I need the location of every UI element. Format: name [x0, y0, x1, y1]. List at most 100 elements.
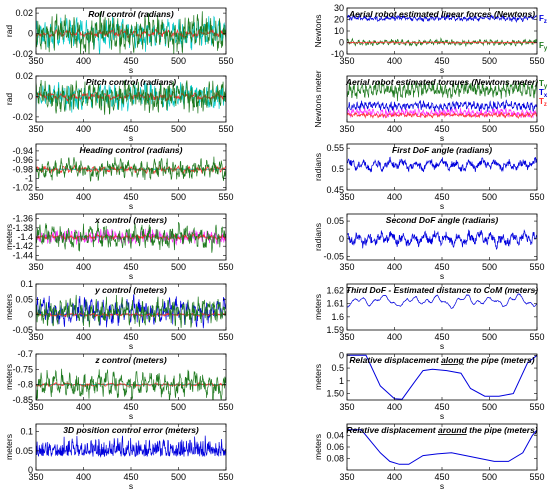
x-tick-label: 450	[434, 332, 449, 342]
series-line-0	[347, 13, 537, 24]
x-tick-label: 450	[434, 262, 449, 272]
x-tick-label: 450	[434, 472, 449, 482]
x-tick-label: 350	[28, 472, 43, 482]
x-tick-label: 500	[171, 262, 186, 272]
series-line-1	[347, 99, 537, 113]
series-line-0	[347, 293, 537, 309]
x-tick-label: 400	[387, 402, 402, 412]
x-tick-label: 500	[171, 402, 186, 412]
plot-area-dof1	[347, 156, 537, 173]
x-tick-label: 550	[218, 124, 233, 134]
y-tick-label: 0	[28, 29, 33, 39]
y-axis-label: Newtons	[313, 14, 323, 47]
x-tick-label: 500	[171, 332, 186, 342]
x-tick-label: 500	[171, 56, 186, 66]
x-tick-label: 350	[28, 192, 43, 202]
chart-torques: 350 400 450 500 550 Aerial robot estimated to…	[313, 70, 548, 143]
y-tick-label: -0.98	[12, 164, 33, 174]
x-tick-label: 500	[482, 192, 497, 202]
legend-entry: Fy	[539, 41, 548, 52]
y-axis-label: meters	[313, 294, 323, 320]
x-axis-label: s	[440, 341, 444, 351]
y-tick-label: 1.61	[326, 299, 344, 309]
y-tick-label: 0.08	[326, 454, 344, 464]
y-tick-label: -0.96	[12, 155, 33, 165]
series-line-2	[347, 107, 537, 119]
plot-area-z	[36, 368, 226, 400]
plot-area-dof3	[347, 293, 537, 309]
y-tick-label: -1.4	[17, 232, 33, 242]
y-tick-label: 0.04	[326, 431, 344, 441]
x-tick-label: 400	[387, 262, 402, 272]
chart-dof2: 350 400 450 500 550 -0.05 0 0.05 Second DoF angl…	[313, 213, 545, 281]
chart-title: x control (meters)	[94, 215, 167, 225]
x-axis-label: s	[129, 271, 133, 281]
x-tick-label: 450	[123, 262, 138, 272]
chart-x: 350 400 450 500 550 -1.44-1.42-1.4-1.38-1.36 x…	[4, 213, 234, 281]
y-axis-label: rad	[4, 25, 14, 38]
y-axis-label: rad	[4, 93, 14, 106]
y-tick-label: 1	[339, 376, 344, 386]
chart-title: Roll control (radians)	[88, 9, 174, 19]
y-axis-label: radians	[313, 153, 323, 181]
chart-title: Relative displacement along the pipe (me…	[349, 355, 534, 365]
chart-title: Third DoF - Estimated distance to CoM (m…	[346, 285, 538, 295]
y-tick-label: -0.05	[12, 325, 33, 335]
chart-roll: 350 400 450 500 550 -0.02 0 0.02 Roll control (r…	[4, 7, 234, 75]
x-tick-label: 350	[28, 56, 43, 66]
x-tick-label: 500	[482, 56, 497, 66]
y-tick-label: -0.02	[12, 112, 33, 122]
series-line-2	[36, 11, 226, 54]
y-tick-label: 1.62	[326, 286, 344, 296]
y-tick-label: -10	[331, 49, 344, 59]
x-axis-label: s	[129, 201, 133, 211]
x-tick-label: 500	[482, 124, 497, 134]
y-axis-label: Newtons meter	[313, 70, 323, 127]
x-tick-label: 550	[529, 262, 544, 272]
x-tick-label: 550	[529, 332, 544, 342]
x-tick-label: 500	[482, 332, 497, 342]
x-axis-label: s	[440, 481, 444, 491]
x-tick-label: 550	[529, 56, 544, 66]
x-tick-label: 400	[387, 332, 402, 342]
x-tick-label: 400	[76, 472, 91, 482]
x-axis-label: s	[440, 65, 444, 75]
plot-area-err	[36, 435, 226, 458]
y-tick-label: -1.38	[12, 223, 33, 233]
x-tick-label: 350	[28, 262, 43, 272]
x-tick-label: 550	[218, 402, 233, 412]
y-tick-label: 0.02	[15, 71, 33, 81]
chart-title: Relative displacement around the pipe (m…	[346, 425, 537, 435]
x-tick-label: 450	[434, 56, 449, 66]
legend-entry: Tx	[539, 88, 548, 99]
x-tick-label: 550	[218, 56, 233, 66]
series-line-1	[36, 156, 226, 183]
series-line-2	[36, 79, 226, 115]
y-tick-label: -0.85	[12, 395, 33, 405]
x-tick-label: 450	[123, 192, 138, 202]
y-tick-label: 0.5	[331, 363, 344, 373]
y-tick-label: 0	[28, 465, 33, 475]
y-axis-label: meters	[4, 294, 14, 320]
chart-err: 350 400 450 500 550 0 0.05 0.1 3D position contr…	[4, 423, 234, 491]
x-axis-label: s	[440, 411, 444, 421]
series-line-2	[347, 41, 537, 45]
y-tick-label: 0.1	[20, 427, 33, 437]
x-tick-label: 350	[339, 332, 354, 342]
legend-entry: Fz	[539, 14, 547, 25]
x-tick-label: 400	[76, 262, 91, 272]
series-line-0	[36, 435, 226, 458]
y-tick-label: 0.02	[15, 8, 33, 18]
y-tick-label: -1	[25, 174, 33, 184]
plot-area-roll	[36, 11, 226, 54]
y-tick-label: 1.59	[326, 325, 344, 335]
y-tick-label: 1.50	[326, 389, 344, 399]
x-tick-label: 550	[529, 472, 544, 482]
plot-area-x	[36, 220, 226, 253]
x-tick-label: 500	[482, 402, 497, 412]
y-axis-label: meters	[4, 364, 14, 390]
y-tick-label: -1.44	[12, 250, 33, 260]
chart-title: First DoF angle (radians)	[392, 145, 492, 155]
y-tick-label: 0	[28, 310, 33, 320]
chart-around: 350 400 450 500 550 0.040.06 0.08 Relative disp…	[313, 423, 545, 491]
